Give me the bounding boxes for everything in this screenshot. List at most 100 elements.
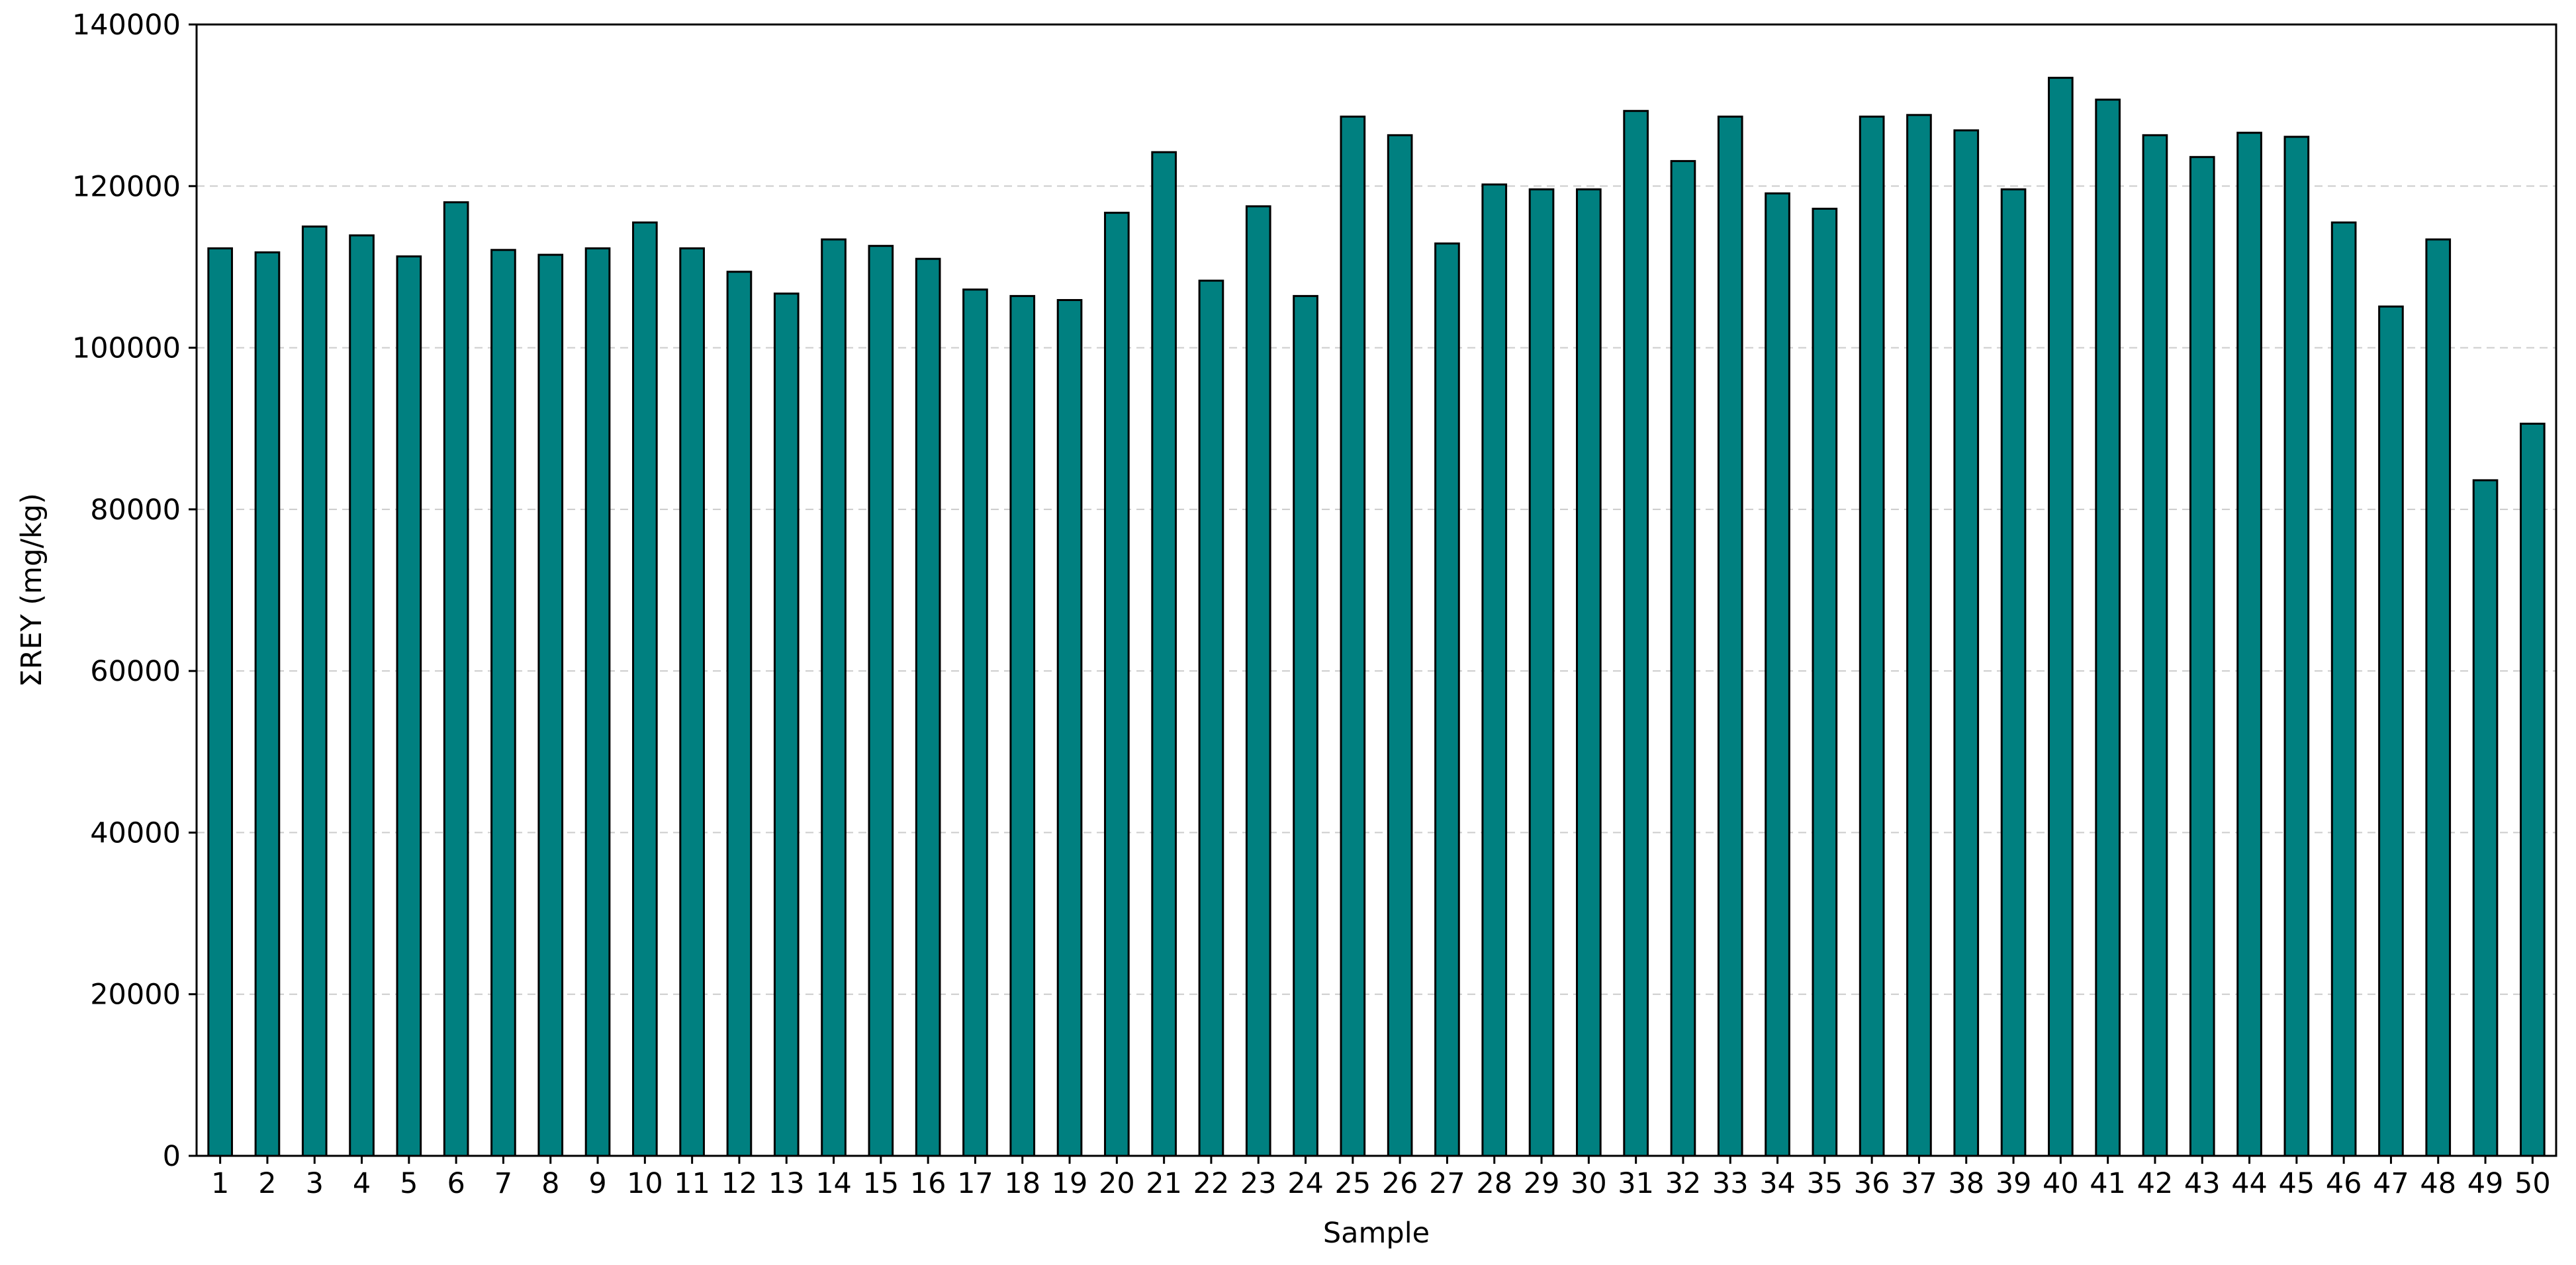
x-tick-label: 3 bbox=[306, 1167, 324, 1200]
x-tick-label: 50 bbox=[2514, 1167, 2551, 1200]
bar bbox=[1009, 294, 1036, 1157]
x-tick-label: 2 bbox=[258, 1167, 276, 1200]
bar bbox=[2330, 221, 2357, 1157]
bar bbox=[537, 253, 564, 1157]
x-tick-label: 23 bbox=[1240, 1167, 1277, 1200]
bar bbox=[679, 247, 705, 1157]
x-tick-label: 12 bbox=[721, 1167, 758, 1200]
x-tick-label: 7 bbox=[494, 1167, 512, 1200]
bar bbox=[2095, 99, 2121, 1157]
x-tick-label: 29 bbox=[1524, 1167, 1560, 1200]
bar bbox=[2378, 305, 2404, 1157]
x-tick-label: 41 bbox=[2090, 1167, 2126, 1200]
x-tick-label: 30 bbox=[1571, 1167, 1607, 1200]
bar bbox=[2236, 132, 2262, 1157]
x-tick-label: 28 bbox=[1476, 1167, 1512, 1200]
bar bbox=[1953, 129, 1980, 1157]
x-tick-label: 38 bbox=[1948, 1167, 1984, 1200]
bar bbox=[2142, 134, 2168, 1157]
x-tick-label: 13 bbox=[768, 1167, 805, 1200]
x-tick-label: 15 bbox=[862, 1167, 899, 1200]
x-tick-label: 27 bbox=[1429, 1167, 1465, 1200]
bar bbox=[1765, 192, 1790, 1157]
x-tick-label: 14 bbox=[815, 1167, 852, 1200]
bar bbox=[2048, 77, 2074, 1157]
bar bbox=[1576, 188, 1602, 1157]
y-tick-label: 40000 bbox=[90, 816, 181, 850]
bar bbox=[1340, 115, 1366, 1157]
bar bbox=[2000, 188, 2027, 1157]
bar bbox=[1434, 242, 1460, 1157]
x-tick-label: 34 bbox=[1759, 1167, 1796, 1200]
bar bbox=[1245, 205, 1271, 1157]
y-tick-label: 100000 bbox=[72, 332, 181, 365]
x-tick-label: 10 bbox=[627, 1167, 663, 1200]
bar bbox=[2472, 479, 2499, 1157]
x-tick-label: 35 bbox=[1806, 1167, 1843, 1200]
x-tick-label: 43 bbox=[2184, 1167, 2221, 1200]
bar bbox=[821, 238, 847, 1157]
bar bbox=[962, 288, 988, 1157]
bar bbox=[1623, 110, 1649, 1157]
bar bbox=[490, 249, 516, 1157]
bar bbox=[726, 271, 753, 1157]
x-tick-label: 1 bbox=[211, 1167, 229, 1200]
bars bbox=[207, 77, 2546, 1157]
x-tick-label: 47 bbox=[2373, 1167, 2409, 1200]
y-tick-label: 0 bbox=[163, 1140, 181, 1173]
plot-frame bbox=[195, 23, 2557, 1157]
bar bbox=[1670, 159, 1696, 1157]
x-axis: 1 2 3 4 5 6 7 8 9 10 11 12 13 14 15 16 17 18 19 20 21 22 23 24 2… bbox=[211, 1156, 2551, 1200]
bar bbox=[1717, 115, 1743, 1157]
x-tick-label: 4 bbox=[353, 1167, 371, 1200]
bar bbox=[1151, 151, 1177, 1157]
x-tick-label: 46 bbox=[2326, 1167, 2362, 1200]
bar bbox=[254, 251, 281, 1157]
y-tick-label: 80000 bbox=[90, 494, 181, 527]
x-tick-label: 39 bbox=[1996, 1167, 2032, 1200]
bar bbox=[301, 225, 328, 1157]
x-tick-label: 25 bbox=[1334, 1167, 1371, 1200]
x-tick-label: 22 bbox=[1193, 1167, 1230, 1200]
bar bbox=[1481, 183, 1508, 1157]
bar bbox=[1859, 115, 1885, 1157]
x-tick-label: 33 bbox=[1712, 1167, 1749, 1200]
x-tick-label: 8 bbox=[541, 1167, 559, 1200]
bar bbox=[1198, 279, 1224, 1157]
y-axis: 0 20000 40000 60000 80000 100000 120000 140000 bbox=[72, 9, 197, 1173]
bar bbox=[443, 201, 469, 1157]
bar bbox=[584, 247, 611, 1157]
bar bbox=[396, 255, 422, 1157]
x-tick-label: 11 bbox=[674, 1167, 710, 1200]
x-axis-title: Sample bbox=[1323, 1217, 1430, 1250]
bar bbox=[1056, 299, 1083, 1157]
x-tick-label: 32 bbox=[1665, 1167, 1702, 1200]
y-axis-title: ΣREY (mg/kg) bbox=[15, 493, 48, 687]
bar bbox=[1104, 212, 1130, 1157]
x-tick-label: 45 bbox=[2278, 1167, 2315, 1200]
y-tick-label: 60000 bbox=[90, 655, 181, 688]
bar bbox=[915, 257, 941, 1157]
bar bbox=[2189, 155, 2215, 1157]
y-tick-label: 120000 bbox=[72, 170, 181, 203]
bar bbox=[207, 247, 233, 1157]
bar bbox=[868, 245, 894, 1157]
bar bbox=[1812, 207, 1838, 1157]
x-tick-label: 31 bbox=[1618, 1167, 1654, 1200]
bar bbox=[1293, 294, 1318, 1157]
x-tick-label: 6 bbox=[447, 1167, 465, 1200]
bar bbox=[1528, 188, 1555, 1157]
x-tick-label: 49 bbox=[2467, 1167, 2504, 1200]
x-tick-label: 19 bbox=[1052, 1167, 1088, 1200]
x-tick-label: 36 bbox=[1854, 1167, 1890, 1200]
x-tick-label: 40 bbox=[2043, 1167, 2079, 1200]
x-tick-label: 18 bbox=[1004, 1167, 1040, 1200]
bar bbox=[773, 292, 800, 1157]
x-tick-label: 24 bbox=[1287, 1167, 1324, 1200]
x-tick-label: 26 bbox=[1382, 1167, 1418, 1200]
x-tick-label: 16 bbox=[910, 1167, 946, 1200]
x-tick-label: 20 bbox=[1099, 1167, 1135, 1200]
bar bbox=[632, 221, 658, 1157]
